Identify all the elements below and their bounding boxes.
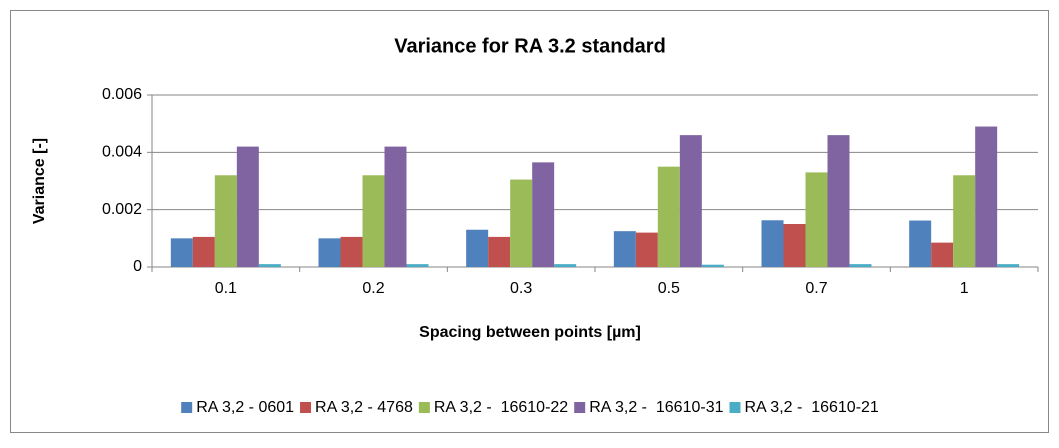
bar [975, 126, 998, 268]
legend-label: RA 3,2 - 16610-21 [745, 399, 879, 416]
bar [192, 236, 215, 267]
x-tick-label: 1 [960, 280, 969, 297]
y-axis-title: Variance [-] [31, 138, 48, 224]
bar [761, 220, 784, 267]
x-tick-label: 0.5 [658, 280, 680, 297]
y-tick-label: 0.002 [102, 201, 142, 218]
bar [783, 224, 806, 267]
bar [635, 232, 658, 267]
bar [532, 162, 555, 267]
bar [953, 175, 976, 267]
bar [170, 238, 193, 267]
bar [849, 264, 872, 267]
legend-swatch [181, 402, 193, 413]
bar [805, 172, 828, 267]
bar [214, 175, 237, 267]
bar [613, 231, 636, 267]
bar [466, 229, 489, 267]
bar [340, 236, 363, 267]
bar [318, 238, 341, 267]
y-tick-label: 0.004 [102, 144, 142, 161]
bar [827, 135, 850, 267]
bar [488, 236, 511, 267]
bar [406, 264, 429, 267]
bar [701, 264, 724, 267]
legend-swatch [729, 402, 741, 413]
x-tick-label: 0.7 [805, 280, 827, 297]
bar [679, 135, 702, 267]
legend-label: RA 3,2 - 16610-31 [589, 399, 723, 416]
bar [362, 175, 385, 267]
bar [931, 242, 954, 267]
bar [909, 220, 932, 267]
bar [258, 264, 281, 267]
x-tick-label: 0.1 [215, 280, 237, 297]
bar [554, 264, 577, 267]
legend-label: RA 3,2 - 16610-22 [434, 399, 568, 416]
y-tick-label: 0.006 [102, 86, 142, 103]
bar [236, 146, 259, 267]
y-tick-label: 0 [133, 258, 142, 275]
x-axis-title: Spacing between points [µm] [419, 324, 641, 341]
legend-swatch [418, 402, 430, 413]
chart-title: Variance for RA 3.2 standard [394, 35, 666, 57]
bar [997, 264, 1020, 267]
bar [384, 146, 407, 267]
legend-swatch [574, 402, 586, 413]
legend-label: RA 3,2 - 4768 [315, 399, 413, 416]
x-tick-label: 0.3 [510, 280, 532, 297]
legend-swatch [300, 402, 312, 413]
x-tick-label: 0.2 [362, 280, 384, 297]
bar [657, 166, 680, 267]
bar [510, 179, 533, 267]
legend-label: RA 3,2 - 0601 [196, 399, 294, 416]
